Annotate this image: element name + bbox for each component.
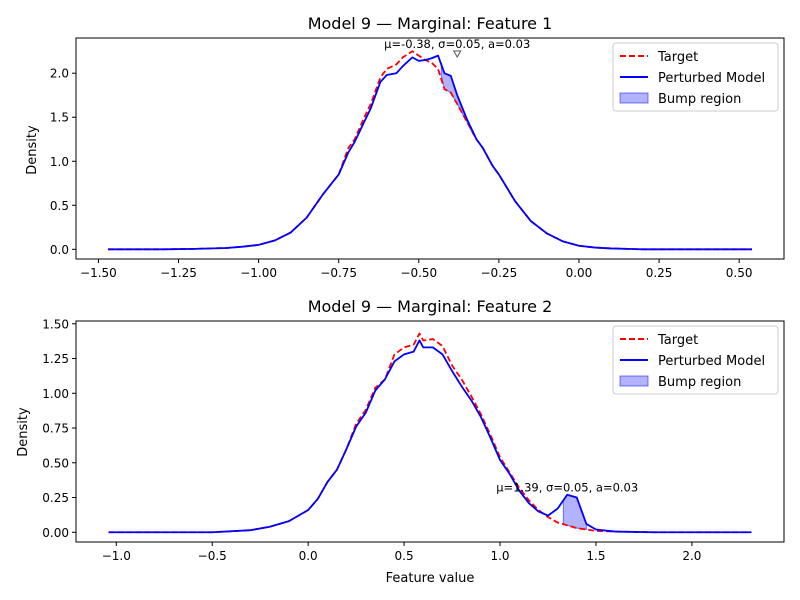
x-tick-label: −1.50	[80, 266, 117, 280]
legend: Target Perturbed Model Bump region	[612, 42, 779, 112]
series-line-perturbed-model	[108, 54, 752, 251]
x-tick-label: 1.5	[586, 549, 605, 563]
subplot-feature-2: Model 9 — Marginal: Feature 2 0.00 0.25 0.…	[16, 297, 785, 586]
x-tick-label: −1.25	[160, 266, 197, 280]
legend-box	[612, 325, 779, 395]
annotation-arrow	[452, 50, 462, 58]
x-tick-label: −0.50	[400, 266, 437, 280]
legend-perturbed-label: Perturbed Model	[658, 354, 765, 369]
axes-frame	[75, 37, 785, 260]
legend-perturbed-label: Perturbed Model	[658, 71, 765, 86]
x-tick-label: 0.5	[395, 549, 414, 563]
axes-frame	[75, 320, 785, 543]
x-tick-label: −1.0	[102, 549, 131, 563]
y-tick-label: 0.00	[42, 526, 69, 540]
x-tick-label: 0.50	[726, 266, 753, 280]
x-tick-label: 0.25	[646, 266, 673, 280]
subplot-title: Model 9 — Marginal: Feature 1	[308, 14, 553, 33]
legend-bump-swatch	[619, 375, 649, 387]
y-tick-label: 0.75	[42, 422, 69, 436]
bump-annotation: μ=1.39, σ=0.05, a=0.03	[496, 480, 638, 494]
y-axis-label: Density	[16, 407, 31, 457]
y-tick-label: 1.0	[50, 155, 69, 169]
subplot-title: Model 9 — Marginal: Feature 2	[308, 297, 553, 316]
legend-target-label: Target	[657, 50, 698, 65]
x-tick-label: 2.0	[682, 549, 701, 563]
y-tick-label: 0.25	[42, 491, 69, 505]
x-tick-label: −1.00	[240, 266, 277, 280]
legend-bump-swatch	[619, 92, 649, 104]
series-line-perturbed-model	[108, 339, 752, 534]
y-tick-label: 2.0	[50, 67, 69, 81]
y-tick-label: 1.00	[42, 387, 69, 401]
x-tick-label: −0.5	[198, 549, 227, 563]
legend-target-label: Target	[657, 333, 698, 348]
x-tick-label: 0.0	[299, 549, 318, 563]
subplot-feature-1: Model 9 — Marginal: Feature 1 0.0 0.5 1.0 1…	[25, 14, 785, 280]
y-tick-label: 1.25	[42, 352, 69, 366]
y-tick-label: 0.5	[50, 199, 69, 213]
legend-bump-label: Bump region	[658, 92, 741, 107]
x-tick-label: 0.00	[566, 266, 593, 280]
y-tick-label: 0.0	[50, 243, 69, 257]
x-tick-label: −0.75	[320, 266, 357, 280]
y-tick-label: 1.50	[42, 317, 69, 331]
x-axis-label: Feature value	[386, 571, 475, 586]
x-tick-label: 1.0	[490, 549, 509, 563]
y-tick-label: 1.5	[50, 111, 69, 125]
x-tick-label: −0.25	[480, 266, 517, 280]
y-axis-label: Density	[25, 125, 40, 175]
legend-box	[612, 42, 779, 112]
legend-bump-label: Bump region	[658, 375, 741, 390]
legend: Target Perturbed Model Bump region	[612, 325, 779, 395]
y-tick-label: 0.50	[42, 456, 69, 470]
bump-annotation: μ=-0.38, σ=0.05, a=0.03	[384, 37, 530, 51]
